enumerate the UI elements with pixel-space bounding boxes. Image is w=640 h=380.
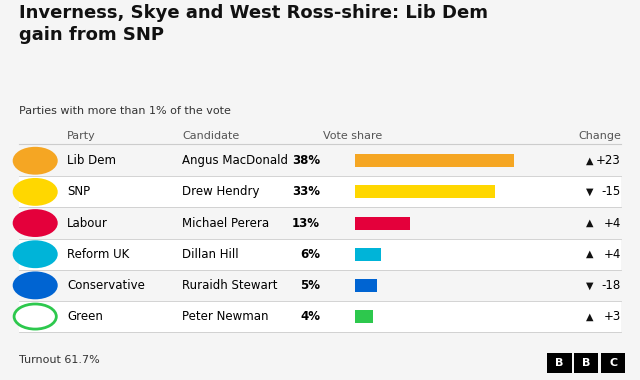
Circle shape — [14, 179, 56, 204]
FancyBboxPatch shape — [355, 248, 381, 261]
Text: 38%: 38% — [292, 154, 320, 167]
FancyBboxPatch shape — [19, 239, 621, 270]
FancyBboxPatch shape — [19, 145, 621, 176]
Text: SNP: SNP — [67, 185, 90, 198]
Text: +23: +23 — [596, 154, 621, 167]
Circle shape — [14, 273, 56, 298]
Text: B: B — [582, 358, 591, 368]
Circle shape — [14, 242, 56, 267]
Text: Green: Green — [67, 310, 103, 323]
FancyBboxPatch shape — [601, 353, 625, 373]
Text: Labour: Labour — [67, 217, 108, 230]
Text: +4: +4 — [604, 217, 621, 230]
FancyBboxPatch shape — [19, 176, 621, 207]
Text: Drew Hendry: Drew Hendry — [182, 185, 260, 198]
Text: 6%: 6% — [300, 248, 320, 261]
Text: 33%: 33% — [292, 185, 320, 198]
FancyBboxPatch shape — [355, 154, 515, 167]
Text: ▲: ▲ — [586, 249, 593, 259]
Text: +3: +3 — [604, 310, 621, 323]
Text: 13%: 13% — [292, 217, 320, 230]
Text: Turnout 61.7%: Turnout 61.7% — [19, 355, 100, 365]
Text: Peter Newman: Peter Newman — [182, 310, 269, 323]
Text: Ruraidh Stewart: Ruraidh Stewart — [182, 279, 278, 292]
FancyBboxPatch shape — [574, 353, 598, 373]
Text: Michael Perera: Michael Perera — [182, 217, 269, 230]
Text: ▲: ▲ — [586, 218, 593, 228]
Text: Parties with more than 1% of the vote: Parties with more than 1% of the vote — [19, 106, 231, 116]
FancyBboxPatch shape — [19, 301, 621, 332]
Text: -15: -15 — [602, 185, 621, 198]
Text: -18: -18 — [602, 279, 621, 292]
Text: Dillan Hill: Dillan Hill — [182, 248, 239, 261]
Text: B: B — [555, 358, 564, 368]
Circle shape — [14, 211, 56, 236]
Text: Reform UK: Reform UK — [67, 248, 129, 261]
Text: Candidate: Candidate — [182, 131, 239, 141]
FancyBboxPatch shape — [19, 207, 621, 239]
Text: Angus MacDonald: Angus MacDonald — [182, 154, 289, 167]
Text: Change: Change — [578, 131, 621, 141]
FancyBboxPatch shape — [547, 353, 572, 373]
Text: ▲: ▲ — [586, 156, 593, 166]
FancyBboxPatch shape — [355, 279, 377, 292]
Text: ▼: ▼ — [586, 187, 593, 197]
Text: 4%: 4% — [300, 310, 320, 323]
Text: +4: +4 — [604, 248, 621, 261]
Text: Party: Party — [67, 131, 96, 141]
FancyBboxPatch shape — [19, 270, 621, 301]
Text: Lib Dem: Lib Dem — [67, 154, 116, 167]
Text: ▲: ▲ — [586, 312, 593, 321]
Circle shape — [14, 304, 56, 329]
Circle shape — [22, 309, 48, 324]
Text: Conservative: Conservative — [67, 279, 145, 292]
FancyBboxPatch shape — [355, 185, 495, 198]
Text: C: C — [609, 358, 617, 368]
Circle shape — [14, 148, 56, 173]
Text: ▼: ▼ — [586, 280, 593, 290]
Text: Inverness, Skye and West Ross-shire: Lib Dem
gain from SNP: Inverness, Skye and West Ross-shire: Lib… — [19, 4, 488, 44]
Text: 5%: 5% — [300, 279, 320, 292]
Text: Vote share: Vote share — [323, 131, 383, 141]
FancyBboxPatch shape — [355, 217, 410, 230]
FancyBboxPatch shape — [355, 310, 373, 323]
